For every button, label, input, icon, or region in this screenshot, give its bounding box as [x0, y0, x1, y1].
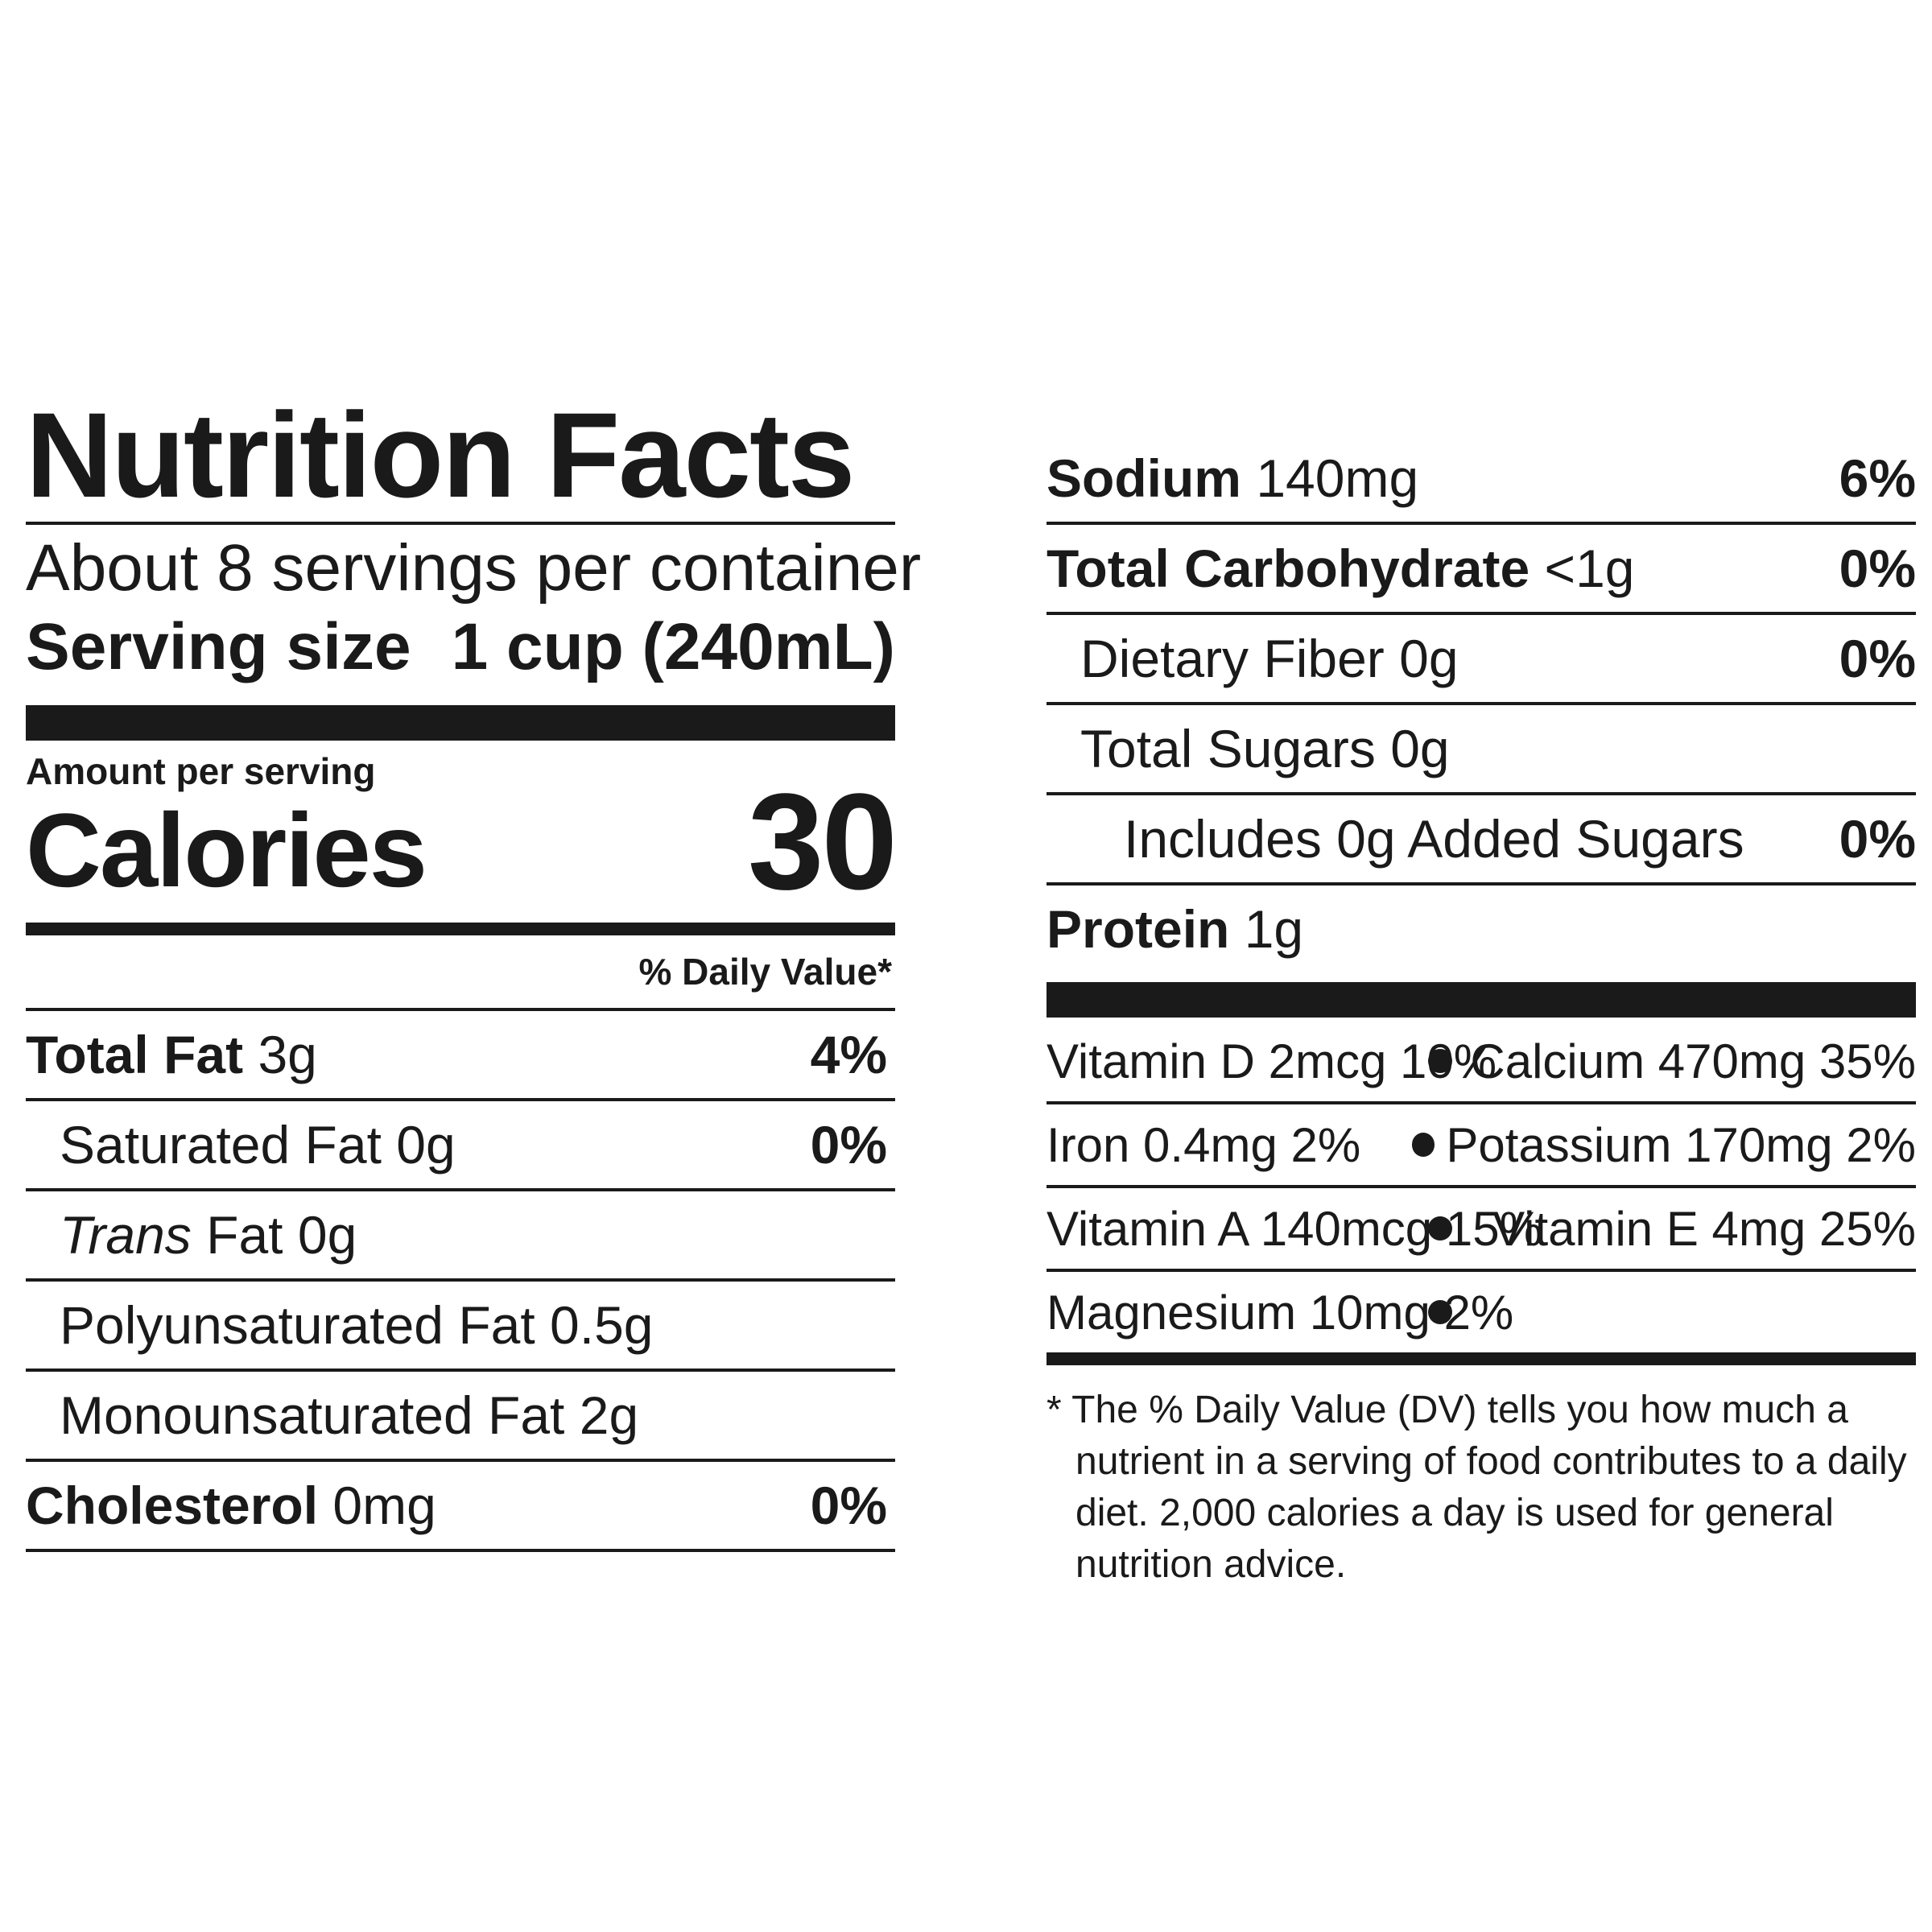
- bullet-dot-icon: [1411, 1133, 1435, 1157]
- nutrient-name-italic: Trans: [60, 1205, 192, 1265]
- nutrient-dv: 4%: [810, 1025, 887, 1084]
- daily-value-header: % Daily Value*: [638, 951, 893, 993]
- amount-per-serving: Amount per serving: [26, 750, 376, 792]
- vitamin-left: Vitamin D 2mcg 10%: [1046, 1034, 1497, 1088]
- nutrient-row-trans-fat: Trans Fat 0g: [26, 1188, 895, 1278]
- nutrition-left-column: Nutrition Facts About 8 servings per con…: [26, 387, 922, 1552]
- medium-divider: [1046, 1352, 1916, 1365]
- label-title: Nutrition Facts: [26, 387, 855, 522]
- vitamin-left: Magnesium 10mg 2%: [1046, 1285, 1514, 1340]
- nutrient-dv: 0%: [1839, 539, 1916, 598]
- nutrient-name: Total Fat: [26, 1025, 244, 1084]
- nutrient-row-polyunsaturated-fat: Polyunsaturated Fat 0.5g: [26, 1278, 895, 1368]
- calories-row: Calories 30: [26, 766, 898, 923]
- nutrient-name: Total Carbohydrate: [1046, 539, 1530, 598]
- serving-size-row: Serving size 1 cup (240mL): [26, 607, 895, 705]
- nutrient-amount: <1g: [1544, 539, 1635, 598]
- nutrient-row-total-sugars: Total Sugars 0g: [1046, 702, 1916, 792]
- nutrient-dv: 0%: [810, 1476, 887, 1535]
- nutrient-name: Dietary Fiber: [1080, 629, 1385, 688]
- thick-divider: [26, 705, 895, 741]
- nutrient-dv: 0%: [1839, 629, 1916, 688]
- medium-divider: [26, 923, 895, 935]
- nutrient-amount: 0g: [1390, 719, 1450, 778]
- vitamin-grid: Vitamin D 2mcg 10% Calcium 470mg 35% Iro…: [1046, 1021, 1916, 1352]
- nutrient-name: Saturated Fat: [60, 1115, 382, 1174]
- vitamin-row: Magnesium 10mg 2%: [1046, 1269, 1916, 1352]
- nutrient-amount: 140mg: [1256, 448, 1419, 508]
- vitamin-row: Vitamin D 2mcg 10% Calcium 470mg 35%: [1046, 1021, 1916, 1101]
- vitamin-left: Iron 0.4mg 2%: [1046, 1117, 1361, 1172]
- thick-divider: [1046, 982, 1916, 1018]
- nutrient-name: Cholesterol: [26, 1476, 319, 1535]
- nutrient-dv: 6%: [1839, 448, 1916, 508]
- servings-per-container: About 8 servings per container: [26, 531, 922, 605]
- nutrient-dv: 0%: [810, 1115, 887, 1174]
- vitamin-right: Calcium 470mg 35%: [1470, 1034, 1916, 1088]
- footnote: * The % Daily Value (DV) tells you how m…: [1046, 1389, 1907, 1586]
- nutrient-row-total-carbohydrate: Total Carbohydrate <1g 0%: [1046, 522, 1916, 612]
- nutrient-name: Total Sugars: [1080, 719, 1376, 778]
- nutrient-name: Includes 0g Added Sugars: [1124, 809, 1744, 869]
- nutrient-name: Sodium: [1046, 448, 1241, 508]
- nutrient-row-total-fat: Total Fat 3g 4%: [26, 1008, 895, 1098]
- nutrient-dv: 0%: [1839, 809, 1916, 869]
- serving-size-value: 1 cup (240mL): [451, 610, 895, 683]
- nutrient-amount: 0g: [297, 1205, 357, 1265]
- nutrient-row-protein: Protein 1g: [1046, 882, 1916, 972]
- nutrient-amount: 3g: [258, 1025, 317, 1084]
- nutrient-amount: 0.5g: [550, 1295, 654, 1355]
- vitamin-right: Potassium 170mg 2%: [1446, 1117, 1916, 1172]
- nutrient-row-saturated-fat: Saturated Fat 0g 0%: [26, 1098, 895, 1188]
- calories-label: Calories: [26, 791, 427, 909]
- nutrient-amount: 1g: [1244, 899, 1304, 959]
- nutrient-amount: 0g: [1399, 629, 1459, 688]
- nutrient-amount: 2g: [579, 1385, 639, 1445]
- nutrient-row-added-sugars: Includes 0g Added Sugars 0%: [1046, 792, 1916, 882]
- vitamin-right: Vitamin E 4mg 25%: [1492, 1201, 1916, 1256]
- nutrient-name: Protein: [1046, 899, 1230, 959]
- nutrient-amount: 0mg: [332, 1476, 436, 1535]
- nutrient-name: Monounsaturated Fat: [60, 1385, 565, 1445]
- bullet-dot-icon: [1428, 1216, 1452, 1241]
- bullet-dot-icon: [1428, 1300, 1452, 1324]
- nutrient-row-monounsaturated-fat: Monounsaturated Fat 2g: [26, 1368, 895, 1459]
- divider: [26, 522, 895, 525]
- nutrient-name: Polyunsaturated Fat: [60, 1295, 535, 1355]
- vitamin-row: Vitamin A 140mcg 15% Vitamin E 4mg 25%: [1046, 1185, 1916, 1269]
- nutrient-row-dietary-fiber: Dietary Fiber 0g 0%: [1046, 612, 1916, 702]
- calories-value: 30: [747, 766, 898, 919]
- serving-size-label: Serving size: [26, 610, 411, 683]
- nutrient-row-cholesterol: Cholesterol 0mg 0%: [26, 1459, 895, 1552]
- vitamin-row: Iron 0.4mg 2% Potassium 170mg 2%: [1046, 1101, 1916, 1185]
- nutrition-right-column: Sodium 140mg 6% Total Carbohydrate <1g 0…: [1046, 435, 1916, 1591]
- bullet-dot-icon: [1428, 1049, 1452, 1073]
- nutrient-list: Sodium 140mg 6% Total Carbohydrate <1g 0…: [1046, 435, 1916, 972]
- nutrient-row-sodium: Sodium 140mg 6%: [1046, 435, 1916, 522]
- nutrient-name: Fat: [206, 1205, 283, 1265]
- nutrient-amount: 0g: [396, 1115, 456, 1174]
- vitamin-left: Vitamin A 140mcg 15%: [1046, 1201, 1542, 1256]
